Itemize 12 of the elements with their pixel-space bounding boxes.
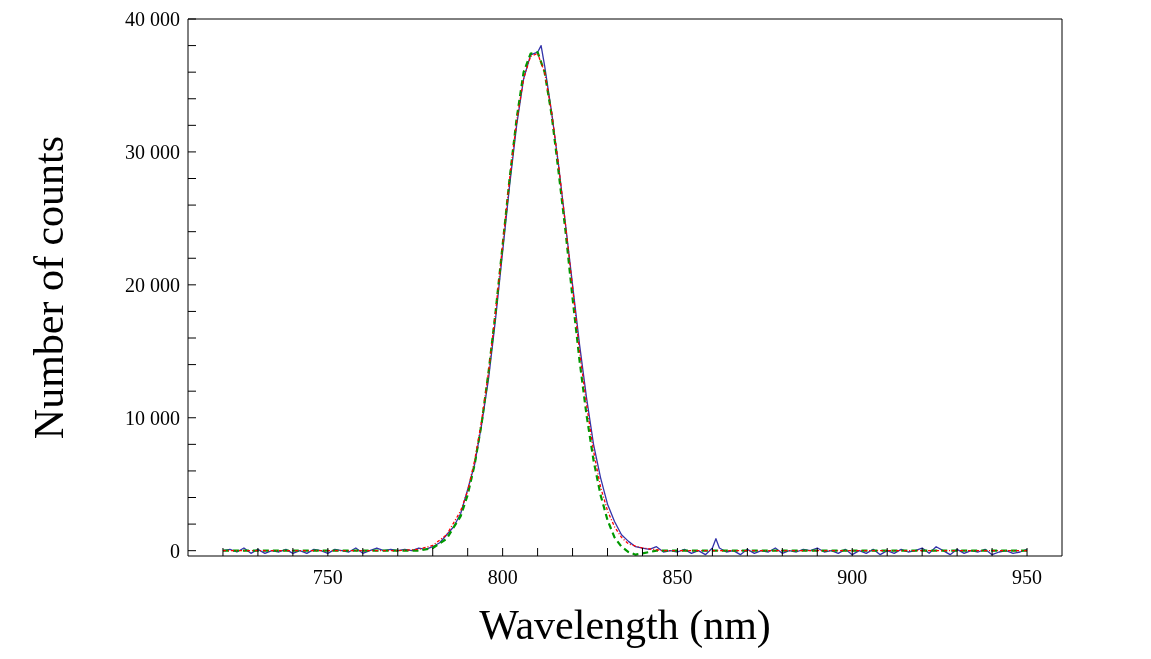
x-tick-label: 900 (837, 566, 868, 588)
x-tick-label: 800 (487, 566, 518, 588)
x-tick-label: 750 (312, 566, 343, 588)
y-tick-label: 0 (170, 539, 180, 562)
y-tick-label: 30 000 (125, 140, 180, 163)
x-tick-label: 850 (662, 566, 693, 588)
y-axis-title: Number of counts (25, 135, 72, 440)
y-tick-label: 20 000 (125, 273, 180, 296)
y-tick-label: 40 000 (125, 8, 180, 30)
x-tick-label: 950 (1012, 566, 1043, 588)
x-axis-title: Wavelength (nm) (479, 602, 771, 649)
y-tick-label: 10 000 (125, 406, 180, 429)
